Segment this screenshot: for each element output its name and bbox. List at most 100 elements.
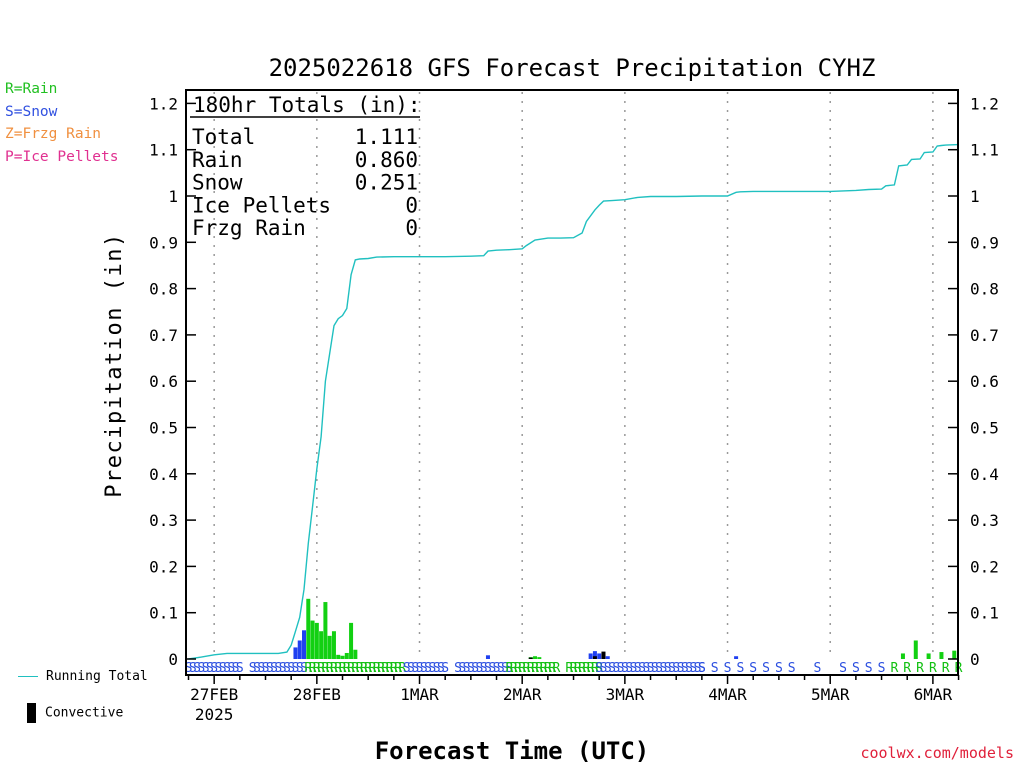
precip-bar (340, 655, 345, 659)
ptype-mark: S (197, 661, 205, 676)
y-tick-label: 0.9 (149, 233, 178, 252)
ptype-mark: R (351, 661, 359, 676)
ptype-mark: S (762, 661, 770, 676)
ptype-mark: R (540, 661, 548, 676)
ptype-mark: S (287, 661, 295, 676)
precip-bar (597, 653, 602, 659)
ptype-mark: R (386, 661, 394, 676)
ptype-mark: S (266, 661, 274, 676)
precip-bar (327, 635, 332, 659)
y-tick-label-right: 0.7 (970, 326, 999, 345)
legend-snow: S=Snow (5, 104, 58, 120)
ptype-mark: S (608, 661, 616, 676)
totals-box: 180hr Totals (in): Total 1.111 Rain 0.860 Sno… (190, 93, 421, 240)
ptype-mark: S (411, 661, 419, 676)
precip-bar (537, 657, 542, 659)
ptype-mark: S (672, 661, 680, 676)
y-tick-label-right: 0.2 (970, 557, 999, 576)
ptype-mark: S (480, 661, 488, 676)
ptype-mark: S (202, 661, 210, 676)
ptype-mark: S (300, 661, 308, 676)
y-tick-label: 1.2 (149, 94, 178, 113)
right-y-axis: 0 0.1 0.2 0.3 0.4 0.5 0.6 0.7 0.8 0.9 1 1.1 1.2 (948, 94, 999, 669)
totals-heading: 180hr Totals (in): (193, 93, 421, 117)
ptype-mark: S (634, 661, 642, 676)
ptype-mark: S (711, 661, 719, 676)
y-tick-label-right: 0 (970, 650, 980, 669)
ptype-mark: R (523, 661, 531, 676)
ptype-mark: R (356, 661, 364, 676)
x-tick-label: 4MAR (708, 685, 747, 704)
totals-row-value: 0.251 (355, 171, 418, 195)
ptype-mark: S (501, 661, 509, 676)
precip-bar (331, 631, 336, 659)
ptype-mark: R (360, 661, 368, 676)
totals-row-value: 0 (405, 216, 418, 240)
ptype-mark: R (321, 661, 329, 676)
ptype-mark: R (582, 661, 590, 676)
ptype-mark: R (565, 661, 573, 676)
legend-rain: R=Rain (5, 81, 58, 97)
precip-bar (734, 656, 739, 659)
ptype-mark: R (595, 661, 603, 676)
ptype-mark: S (839, 661, 847, 676)
ptype-mark: S (219, 661, 227, 676)
convective-bar (592, 656, 597, 659)
y-axis-label: Precipitation (in) (102, 232, 127, 497)
precip-bar (349, 622, 354, 659)
running-total-legend-label: Running Total (46, 669, 148, 684)
ptype-mark: S (420, 661, 428, 676)
ptype-mark: S (638, 661, 646, 676)
ptype-mark: R (942, 661, 950, 676)
ptype-mark: S (698, 661, 706, 676)
precip-bar (302, 630, 307, 659)
ptype-mark: R (514, 661, 522, 676)
precip-bar (314, 622, 319, 659)
ptype-mark: S (253, 661, 261, 676)
ptype-mark: S (685, 661, 693, 676)
ptype-mark: R (527, 661, 535, 676)
ptype-mark: S (433, 661, 441, 676)
y-tick-label: 0 (168, 650, 178, 669)
ptype-mark: R (369, 661, 377, 676)
ptype-mark: S (283, 661, 291, 676)
precip-bar (926, 653, 931, 659)
ptype-mark: R (531, 661, 539, 676)
totals-row-value: 0 (405, 193, 418, 217)
ptype-mark: R (916, 661, 924, 676)
precip-bar (319, 631, 324, 659)
ptype-mark: S (647, 661, 655, 676)
precip-bar (353, 649, 358, 659)
precip-bars (293, 598, 957, 659)
precip-bar (336, 654, 341, 659)
credit-link[interactable]: coolwx.com/models (860, 744, 1014, 762)
ptype-mark: R (903, 661, 911, 676)
y-tick-label-right: 0.1 (970, 604, 999, 623)
ptype-mark: S (454, 661, 462, 676)
ptype-mark: S (236, 661, 244, 676)
ptype-mark: S (775, 661, 783, 676)
ptype-mark: S (262, 661, 270, 676)
ptype-mark: R (591, 661, 599, 676)
precip-bar (588, 653, 593, 659)
y-tick-label: 0.7 (149, 326, 178, 345)
y-tick-label: 0.1 (149, 604, 178, 623)
convective-swatch (27, 703, 36, 723)
ptype-mark: S (651, 661, 659, 676)
ptype-mark: R (570, 661, 578, 676)
ptype-mark: S (689, 661, 697, 676)
precip-bar (533, 656, 538, 659)
ptype-mark: S (292, 661, 300, 676)
ptype-mark: S (193, 661, 201, 676)
ptype-mark: S (296, 661, 304, 676)
ptype-mark: R (544, 661, 552, 676)
ptype-mark: S (788, 661, 796, 676)
precip-bar (939, 652, 944, 659)
y-tick-label-right: 0.4 (970, 465, 999, 484)
ptype-mark: R (347, 661, 355, 676)
ptype-mark: S (215, 661, 223, 676)
ptype-mark: S (604, 661, 612, 676)
ptype-mark: R (364, 661, 372, 676)
